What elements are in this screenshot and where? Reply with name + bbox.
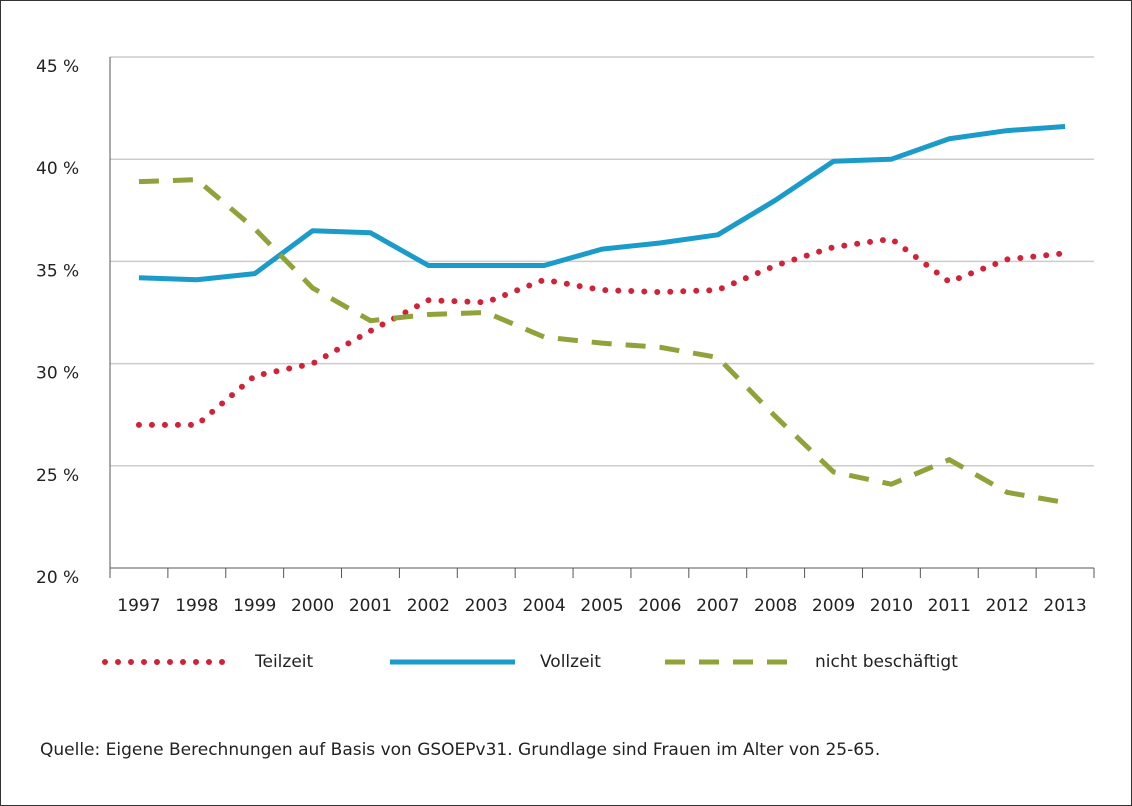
x-tick-label: 1997 xyxy=(117,596,160,616)
x-tick-label: 2010 xyxy=(870,596,913,616)
x-tick-label: 2007 xyxy=(696,596,739,616)
y-tick-label: 40 % xyxy=(36,159,79,179)
y-tick-label: 35 % xyxy=(36,261,79,281)
source-note: Quelle: Eigene Berechnungen auf Basis vo… xyxy=(40,740,880,760)
series-line xyxy=(138,124,1066,283)
x-tick-label: 2009 xyxy=(812,596,855,616)
x-tick-label: 2008 xyxy=(754,596,797,616)
x-tick-label: 2006 xyxy=(638,596,681,616)
x-tick-label: 2005 xyxy=(580,596,623,616)
x-tick-label: 1998 xyxy=(175,596,218,616)
series-line xyxy=(135,235,1069,428)
legend-label: Teilzeit xyxy=(254,652,314,672)
y-tick-label: 25 % xyxy=(36,466,79,486)
x-tick-label: 2000 xyxy=(291,596,334,616)
x-tick-label: 2012 xyxy=(986,596,1029,616)
legend-label: nicht beschäftigt xyxy=(815,652,958,672)
series-line xyxy=(138,177,1066,506)
y-tick-label: 30 % xyxy=(36,364,79,384)
x-tick-label: 2004 xyxy=(522,596,565,616)
x-tick-label: 2003 xyxy=(465,596,508,616)
x-tick-label: 2013 xyxy=(1043,596,1086,616)
x-tick-label: 2001 xyxy=(349,596,392,616)
x-tick-label: 2011 xyxy=(928,596,971,616)
y-tick-label: 20 % xyxy=(36,568,79,588)
legend-label: Vollzeit xyxy=(540,652,601,672)
x-tick-label: 1999 xyxy=(233,596,276,616)
x-tick-label: 2002 xyxy=(407,596,450,616)
y-tick-label: 45 % xyxy=(36,57,79,77)
